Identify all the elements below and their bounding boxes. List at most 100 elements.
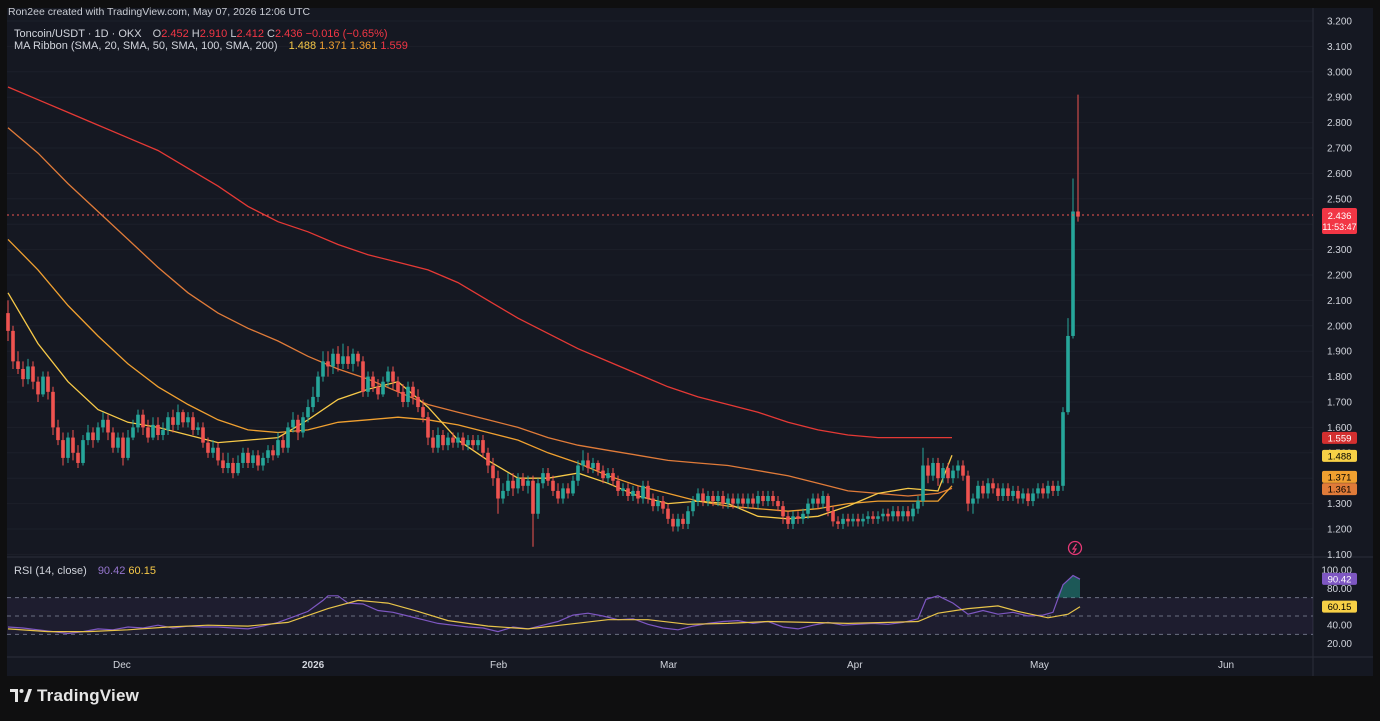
time-tick-label: May — [1030, 660, 1049, 671]
candle — [216, 442, 220, 466]
candle — [171, 409, 175, 433]
candle — [26, 358, 30, 385]
candle — [851, 513, 855, 527]
candle — [806, 498, 810, 519]
candle — [586, 452, 590, 474]
candle — [771, 490, 775, 507]
candle — [526, 475, 530, 494]
candle — [981, 480, 985, 499]
candle — [401, 384, 405, 408]
candle — [801, 508, 805, 524]
candle — [386, 366, 390, 387]
rsi-overbought-fill — [1056, 575, 1080, 598]
candle — [206, 437, 210, 458]
candle — [1076, 94, 1080, 222]
candle — [226, 452, 230, 474]
candle — [481, 435, 485, 458]
candle — [76, 445, 80, 469]
rsi-tick-label: 100.00 — [1321, 566, 1352, 577]
candle — [366, 371, 370, 397]
candle — [836, 516, 840, 529]
time-tick-label: Apr — [847, 660, 863, 671]
candle — [916, 495, 920, 514]
ma20-badge: 1.488 — [1322, 449, 1357, 462]
candle — [191, 412, 195, 436]
sma-200-line — [7, 86, 952, 439]
candle — [196, 422, 200, 436]
candle — [561, 483, 565, 504]
ma100-value: 1.361 — [349, 40, 378, 52]
candle — [751, 493, 755, 509]
candle — [346, 346, 350, 369]
symbol-name[interactable]: Toncoin/USDT · 1D · OKX — [14, 28, 142, 40]
low-label: L — [230, 28, 237, 40]
svg-text:1.361: 1.361 — [1328, 485, 1352, 496]
time-tick-label: 2026 — [302, 660, 325, 671]
ma-ribbon-legend: MA Ribbon (SMA, 20, SMA, 50, SMA, 100, S… — [14, 40, 408, 52]
price-tick-label: 1.100 — [1327, 550, 1352, 561]
candle — [1031, 488, 1035, 507]
low-value: 2.412 — [236, 28, 264, 40]
candle — [1071, 178, 1075, 339]
candle — [51, 386, 55, 436]
candle — [306, 399, 310, 423]
candle — [261, 452, 265, 471]
ma50-value: 1.371 — [319, 40, 347, 52]
rsi-tick-label: 40.00 — [1327, 621, 1352, 632]
rsi-label[interactable]: RSI (14, close) — [14, 565, 87, 577]
candle — [886, 508, 890, 522]
candle — [81, 435, 85, 466]
candle — [431, 429, 435, 453]
candle — [616, 475, 620, 496]
rsi-line — [7, 574, 1081, 635]
price-tick-label: 2.800 — [1327, 118, 1352, 129]
candle — [841, 513, 845, 529]
candle — [301, 412, 305, 438]
candle — [1011, 485, 1015, 502]
candle — [796, 511, 800, 524]
tradingview-logo[interactable]: TradingView — [10, 686, 139, 706]
price-tick-label: 1.600 — [1327, 423, 1352, 434]
time-axis[interactable]: Dec 2026 Feb Mar Apr May Jun — [113, 660, 1234, 671]
rsi-ma-value: 60.15 — [128, 565, 156, 577]
candle — [621, 483, 625, 496]
candle — [501, 483, 505, 504]
candle — [571, 475, 575, 496]
candle — [506, 473, 510, 496]
candle — [956, 460, 960, 479]
high-label: H — [191, 28, 200, 40]
candle — [66, 432, 70, 463]
candle — [1051, 480, 1055, 496]
candle — [761, 490, 765, 507]
time-tick-label: Jun — [1218, 660, 1234, 671]
price-tick-label: 2.700 — [1327, 144, 1352, 155]
ma20-value: 1.488 — [288, 40, 317, 52]
candle — [341, 343, 345, 369]
candle — [931, 457, 935, 481]
candle — [601, 465, 605, 484]
candle — [641, 480, 645, 504]
candle — [1041, 483, 1045, 499]
candle — [411, 381, 415, 405]
open-value: 2.452 — [161, 28, 189, 40]
candle — [681, 513, 685, 529]
candle — [141, 409, 145, 436]
price-tick-label: 2.100 — [1327, 296, 1352, 307]
candle — [131, 419, 135, 441]
candle — [556, 483, 560, 504]
candle — [926, 457, 930, 484]
candle — [31, 361, 35, 390]
candle — [941, 462, 945, 484]
candle — [351, 348, 355, 372]
ma-ribbon-label[interactable]: MA Ribbon (SMA, 20, SMA, 50, SMA, 100, S… — [14, 40, 278, 52]
candle — [581, 450, 585, 471]
alert-icon[interactable] — [1067, 540, 1083, 556]
price-tick-label: 2.900 — [1327, 93, 1352, 104]
candle — [866, 511, 870, 524]
candle — [236, 455, 240, 476]
candle — [211, 440, 215, 458]
candle — [656, 495, 660, 512]
candle — [56, 419, 60, 446]
